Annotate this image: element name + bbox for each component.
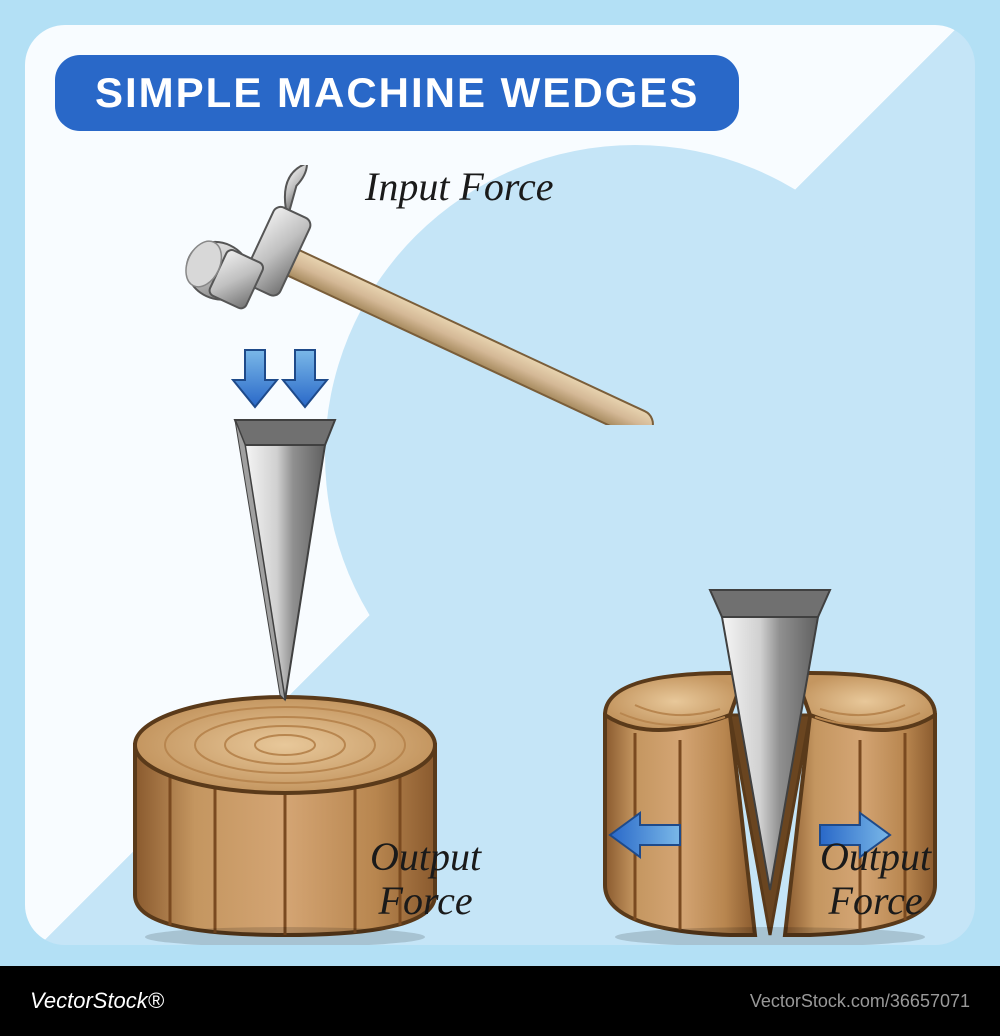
input-force-arrows-icon xyxy=(225,345,345,415)
footer-brand: VectorStock® xyxy=(30,988,164,1014)
input-force-label: Input Force xyxy=(365,165,553,209)
footer-id: VectorStock.com/36657071 xyxy=(750,991,970,1012)
info-card: Simple Machine Wedges Input Force Output… xyxy=(25,25,975,945)
title-banner: Simple Machine Wedges xyxy=(55,55,739,131)
output-force-label-left: OutputForce xyxy=(370,835,481,923)
output-force-label-right: OutputForce xyxy=(820,835,931,923)
footer: VectorStock® VectorStock.com/36657071 xyxy=(0,966,1000,1036)
wedge-before-icon xyxy=(220,415,350,705)
title-text: Simple Machine Wedges xyxy=(95,69,699,117)
